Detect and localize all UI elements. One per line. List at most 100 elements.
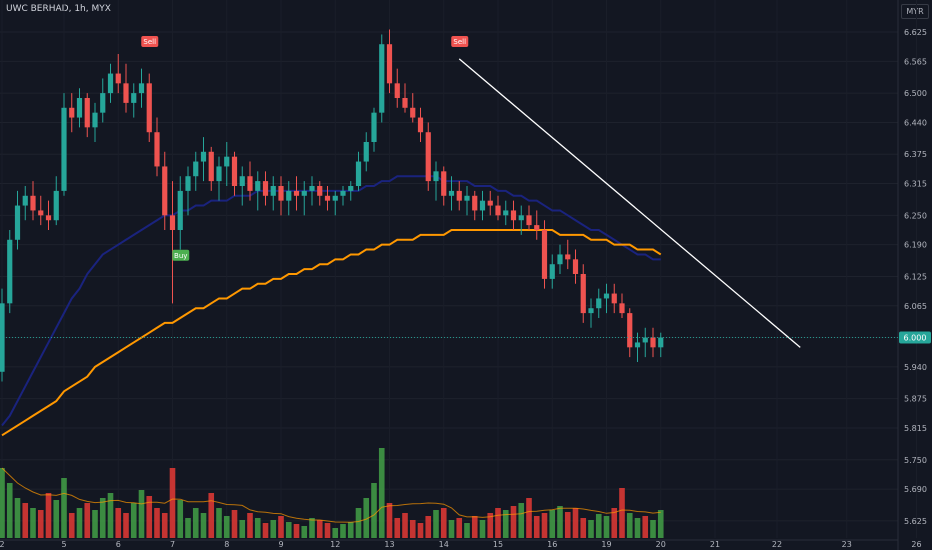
candle-body xyxy=(317,186,323,196)
volume-bar xyxy=(262,523,269,538)
candle-body xyxy=(270,186,276,196)
volume-bar xyxy=(347,522,354,538)
last-price-badge xyxy=(899,331,931,344)
volume-bar xyxy=(223,516,230,538)
price-tick-label: 6.125 xyxy=(904,272,927,281)
time-tick-label: 12 xyxy=(330,540,340,549)
time-tick-label: 2 xyxy=(0,540,5,549)
candle-body xyxy=(456,190,462,201)
time-tick-label: 14 xyxy=(439,540,449,549)
candle-body xyxy=(193,161,199,177)
candle-body xyxy=(541,230,548,279)
volume-bar xyxy=(487,513,494,538)
candle-body xyxy=(309,186,315,191)
volume-bar xyxy=(68,513,75,538)
time-tick-label: 15 xyxy=(493,540,503,549)
volume-bar xyxy=(107,493,114,538)
candle-body xyxy=(340,190,346,196)
candle-body xyxy=(658,337,664,348)
volume-bar xyxy=(386,503,393,538)
volume-bar xyxy=(270,520,277,538)
candle-body xyxy=(22,195,28,206)
candle-body xyxy=(611,293,617,304)
candle-body xyxy=(441,171,447,196)
candle-body xyxy=(495,205,501,216)
candle-body xyxy=(487,200,493,206)
price-tick-label: 5.750 xyxy=(904,456,927,465)
candle-body xyxy=(169,215,176,230)
candle-body xyxy=(293,190,300,196)
volume-bar xyxy=(603,516,610,538)
sell-tag xyxy=(451,36,469,47)
volume-bar xyxy=(572,508,579,538)
candle-body xyxy=(107,73,114,94)
moving-averages xyxy=(1,175,662,437)
volume-bar xyxy=(448,520,455,538)
candle-body xyxy=(123,83,129,103)
volume-bar xyxy=(425,516,432,538)
candle-body xyxy=(324,195,331,201)
signal-label: Sell xyxy=(143,38,156,46)
volume-bar xyxy=(30,508,36,538)
candle-body xyxy=(565,254,571,260)
volume-bar xyxy=(657,510,664,538)
candle-body xyxy=(231,156,238,186)
volume-bar xyxy=(22,503,29,538)
candle-body xyxy=(417,117,424,133)
candle-body xyxy=(379,44,385,113)
candle-body xyxy=(286,190,292,201)
time-tick-label: 19 xyxy=(601,540,611,549)
last-price-label: 6.000 xyxy=(904,334,927,343)
chart-title: UWC BERHAD, 1h, MYX xyxy=(6,4,111,14)
candle-body xyxy=(200,151,207,162)
price-tick-label: 5.875 xyxy=(904,395,927,404)
time-tick-label: 23 xyxy=(842,540,852,549)
candle-body xyxy=(534,225,540,230)
candle-body xyxy=(448,190,455,196)
signal-label: Buy xyxy=(174,252,187,260)
price-axis: 6.625 6.565 6.500 6.440 6.375 6.315 6.250 6.190… xyxy=(897,0,927,550)
volume-bar xyxy=(293,524,300,538)
candle-body xyxy=(627,313,633,348)
candle-body xyxy=(433,171,439,182)
candle-body xyxy=(580,274,586,314)
candle-body xyxy=(371,112,377,142)
candle-body xyxy=(603,293,610,299)
volume-bar xyxy=(130,503,137,538)
ema-slow-line xyxy=(1,229,662,437)
volume-bar xyxy=(588,520,594,538)
candle-body xyxy=(84,98,90,128)
time-tick-label: 13 xyxy=(384,540,394,549)
volume-bar xyxy=(37,510,44,538)
volume-bar xyxy=(316,520,323,538)
ema-fast-line xyxy=(1,175,661,427)
volume-bar xyxy=(99,498,106,538)
candle-body xyxy=(650,337,656,348)
candle-body xyxy=(510,210,517,221)
volume-bar xyxy=(378,448,385,538)
candles xyxy=(0,29,664,382)
volume-bar xyxy=(301,526,308,538)
volume-bar xyxy=(464,523,470,538)
volume-bar xyxy=(541,513,548,538)
candle-body xyxy=(642,337,648,343)
volume-bar xyxy=(6,483,13,538)
volume-bar xyxy=(254,518,261,538)
candle-body xyxy=(634,342,641,348)
price-tick-label: 5.815 xyxy=(904,424,927,433)
volume-bar xyxy=(45,493,52,538)
volume-bars xyxy=(0,448,664,538)
candle-body xyxy=(596,298,602,309)
candle-body xyxy=(262,181,269,196)
volume-bar xyxy=(471,516,478,538)
volume-bar xyxy=(642,516,649,538)
volume-bar xyxy=(510,506,517,538)
grid-lines xyxy=(0,31,898,522)
volume-bar xyxy=(564,512,571,538)
volume-bar xyxy=(53,500,60,538)
currency-selector[interactable]: MYR xyxy=(901,4,929,19)
volume-bar xyxy=(278,516,284,538)
candle-body xyxy=(557,254,563,265)
candle-body xyxy=(162,166,168,216)
